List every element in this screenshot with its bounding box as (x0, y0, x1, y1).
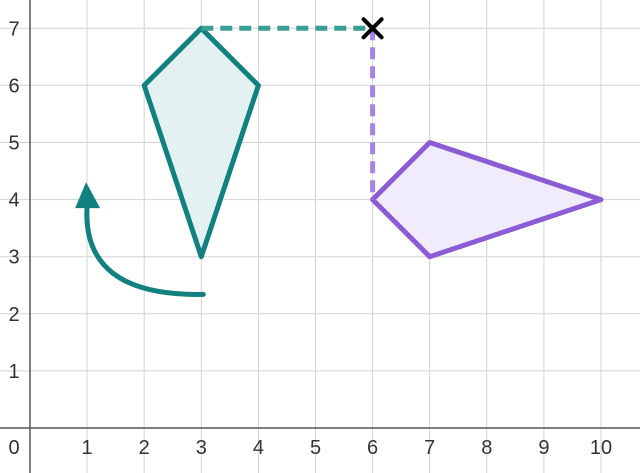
shapes-layer (141, 25, 604, 260)
rotation-arrow (75, 182, 206, 297)
tick-labels: 0 1 2 3 4 5 6 7 8 9 10 1 2 3 4 5 6 7 (8, 18, 612, 459)
x-tick-label: 6 (367, 437, 378, 459)
x-tick-label: 2 (139, 437, 150, 459)
x-tick-label: 8 (481, 437, 492, 459)
y-tick-label: 5 (8, 133, 19, 155)
arrowhead-icon (75, 182, 101, 209)
x-tick-label: 9 (538, 437, 549, 459)
center-of-rotation (361, 17, 384, 40)
x-tick-label: 3 (196, 437, 207, 459)
x-tick-label: 10 (590, 437, 612, 459)
teal-kite (141, 25, 261, 260)
x-tick-label: 1 (82, 437, 93, 459)
purple-kite (370, 140, 604, 260)
y-tick-label: 7 (8, 18, 19, 40)
y-tick-label: 1 (8, 361, 19, 383)
guide-lines (201, 25, 376, 200)
y-tick-label: 4 (8, 190, 19, 212)
y-tick-label: 2 (8, 304, 19, 326)
x-tick-label: 0 (8, 437, 19, 459)
y-tick-label: 3 (8, 247, 19, 269)
x-tick-label: 5 (310, 437, 321, 459)
rotation-arc (84, 203, 206, 297)
x-tick-label: 7 (424, 437, 435, 459)
cross-icon-stroke (361, 17, 384, 40)
x-tick-label: 4 (253, 437, 264, 459)
y-tick-label: 6 (8, 75, 19, 97)
